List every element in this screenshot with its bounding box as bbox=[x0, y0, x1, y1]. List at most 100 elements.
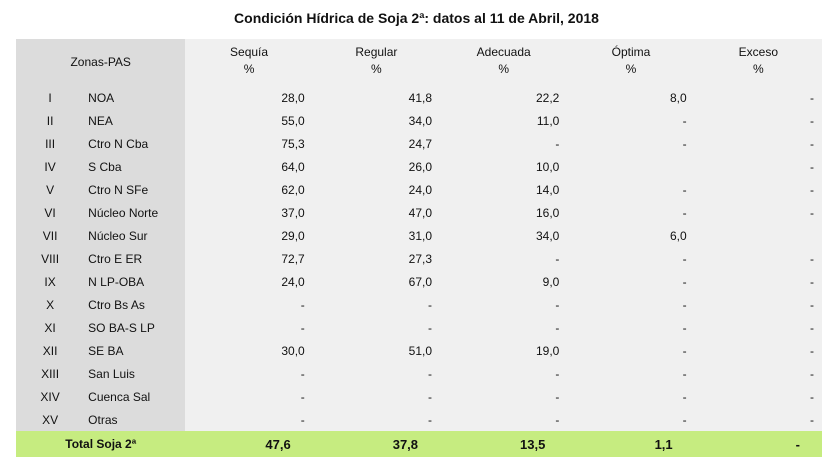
cell-sequia: 72,7 bbox=[185, 247, 313, 270]
table-row: XIII San Luis - - - - - bbox=[16, 362, 822, 385]
cell-optima: - bbox=[567, 385, 695, 408]
header-optima: Óptima % bbox=[567, 39, 695, 86]
cell-regular: 26,0 bbox=[312, 155, 441, 178]
zone-number: VI bbox=[16, 201, 85, 224]
cell-exceso: - bbox=[694, 293, 822, 316]
table-row: V Ctro N SFe 62,0 24,0 14,0- - bbox=[16, 178, 822, 201]
cell-adecuada: - bbox=[440, 293, 568, 316]
cell-adecuada: 14,0 bbox=[440, 178, 568, 201]
zone-number: XII bbox=[16, 339, 85, 362]
cell-optima: - bbox=[567, 316, 695, 339]
cell-adecuada: - bbox=[440, 316, 568, 339]
cell-sequia: - bbox=[185, 362, 313, 385]
cell-sequia: 64,0 bbox=[185, 155, 313, 178]
header-label: Exceso bbox=[738, 45, 778, 59]
cell-optima: - bbox=[567, 132, 695, 155]
cell-regular: 24,7 bbox=[312, 132, 441, 155]
header-unit: % bbox=[752, 62, 764, 76]
cell-sequia: 62,0 bbox=[185, 178, 313, 201]
zone-number: XV bbox=[16, 408, 85, 431]
zone-number: X bbox=[16, 293, 85, 316]
cell-regular: 67,0 bbox=[312, 270, 441, 293]
cell-optima: 6,0 bbox=[567, 224, 695, 247]
cell-adecuada: 10,0 bbox=[440, 155, 568, 178]
total-exceso: - bbox=[694, 431, 822, 457]
cell-exceso: - bbox=[694, 132, 822, 155]
zone-name: Ctro Bs As bbox=[84, 293, 186, 316]
cell-regular: 27,3 bbox=[312, 247, 441, 270]
cell-regular: 34,0 bbox=[312, 109, 441, 132]
cell-exceso bbox=[694, 224, 822, 247]
table-row: XV Otras - - - - - bbox=[16, 408, 822, 431]
zone-name: S Cba bbox=[84, 155, 186, 178]
zone-name: Otras bbox=[84, 408, 186, 431]
cell-sequia: 29,0 bbox=[185, 224, 313, 247]
cell-sequia: 37,0 bbox=[185, 201, 313, 224]
cell-adecuada: - bbox=[440, 408, 568, 431]
table-body: I NOA 28,0 41,8 22,2 8,0- II NEA 55,0 34,0 11,0- - I… bbox=[16, 86, 822, 457]
header-label: Óptima bbox=[611, 45, 651, 59]
table-row: IV S Cba 64,0 26,0 10,0 - bbox=[16, 155, 822, 178]
zone-name: NEA bbox=[84, 109, 186, 132]
cell-exceso: - bbox=[694, 86, 822, 109]
cell-optima: - bbox=[567, 270, 695, 293]
total-label: Total Soja 2ª bbox=[16, 431, 186, 457]
table-row: VII Núcleo Sur 29,0 31,0 34,0 6,0 bbox=[16, 224, 822, 247]
cell-optima: - bbox=[567, 178, 695, 201]
header-regular: Regular % bbox=[312, 39, 441, 86]
zone-name: Ctro E ER bbox=[84, 247, 186, 270]
cell-regular: - bbox=[312, 362, 441, 385]
cell-exceso: - bbox=[694, 408, 822, 431]
cell-sequia: - bbox=[185, 293, 313, 316]
cell-regular: 47,0 bbox=[312, 201, 441, 224]
header-label: Adecuada bbox=[476, 45, 531, 59]
zone-number: III bbox=[16, 132, 85, 155]
cell-optima: - bbox=[567, 247, 695, 270]
table-row: I NOA 28,0 41,8 22,2 8,0- bbox=[16, 86, 822, 109]
cell-adecuada: - bbox=[440, 385, 568, 408]
total-row: Total Soja 2ª 47,6 37,8 13,5 1,1- bbox=[16, 431, 822, 457]
cell-optima: - bbox=[567, 201, 695, 224]
cell-sequia: - bbox=[185, 385, 313, 408]
cell-optima: - bbox=[567, 362, 695, 385]
cell-exceso: - bbox=[694, 316, 822, 339]
cell-sequia: 75,3 bbox=[185, 132, 313, 155]
table-row: XI SO BA-S LP - - - - - bbox=[16, 316, 822, 339]
cell-regular: 31,0 bbox=[312, 224, 441, 247]
table-row: II NEA 55,0 34,0 11,0- - bbox=[16, 109, 822, 132]
cell-adecuada: 11,0 bbox=[440, 109, 568, 132]
total-regular: 37,8 bbox=[312, 431, 441, 457]
zone-number: I bbox=[16, 86, 85, 109]
zone-name: Ctro N SFe bbox=[84, 178, 186, 201]
cell-sequia: - bbox=[185, 408, 313, 431]
table-row: VIII Ctro E ER 72,7 27,3- - - bbox=[16, 247, 822, 270]
cell-regular: 51,0 bbox=[312, 339, 441, 362]
cell-optima bbox=[567, 155, 695, 178]
cell-sequia: 28,0 bbox=[185, 86, 313, 109]
cell-exceso: - bbox=[694, 362, 822, 385]
header-row: Zonas-PAS Sequía % Regular % Adecuada % … bbox=[16, 39, 822, 86]
table-row: XII SE BA 30,0 51,0 19,0- - bbox=[16, 339, 822, 362]
zone-name: N LP-OBA bbox=[84, 270, 186, 293]
cell-optima: - bbox=[567, 109, 695, 132]
zone-name: SO BA-S LP bbox=[84, 316, 186, 339]
cell-adecuada: - bbox=[440, 247, 568, 270]
cell-exceso: - bbox=[694, 385, 822, 408]
total-adecuada: 13,5 bbox=[440, 431, 568, 457]
header-sequia: Sequía % bbox=[185, 39, 313, 86]
cell-sequia: 24,0 bbox=[185, 270, 313, 293]
cell-optima: - bbox=[567, 339, 695, 362]
zone-name: SE BA bbox=[84, 339, 186, 362]
zone-number: V bbox=[16, 178, 85, 201]
cell-adecuada: 34,0 bbox=[440, 224, 568, 247]
cell-adecuada: - bbox=[440, 362, 568, 385]
cell-optima: - bbox=[567, 408, 695, 431]
table-row: III Ctro N Cba 75,3 24,7- - - bbox=[16, 132, 822, 155]
zone-name: Núcleo Norte bbox=[84, 201, 186, 224]
zone-number: VIII bbox=[16, 247, 85, 270]
header-label: Sequía bbox=[230, 45, 269, 59]
cell-adecuada: 19,0 bbox=[440, 339, 568, 362]
cell-exceso: - bbox=[694, 201, 822, 224]
cell-regular: - bbox=[312, 293, 441, 316]
zone-number: IX bbox=[16, 270, 85, 293]
